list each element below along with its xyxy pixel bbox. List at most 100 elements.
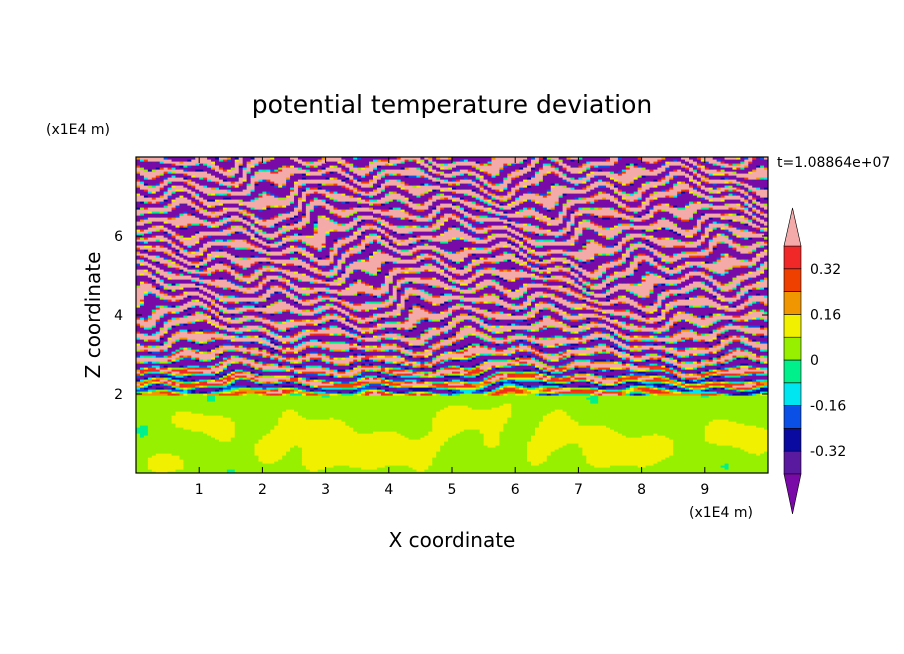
heatmap-cell bbox=[566, 355, 572, 358]
heatmap-cell bbox=[459, 373, 465, 376]
plot-area bbox=[136, 157, 768, 473]
heatmap-cell bbox=[574, 381, 587, 384]
heatmap-cell bbox=[542, 383, 564, 386]
heatmap-cell bbox=[136, 453, 157, 456]
heatmap-cell bbox=[463, 347, 469, 350]
heatmap-cell bbox=[175, 305, 181, 308]
heatmap-cell bbox=[724, 289, 730, 292]
heatmap-cell bbox=[531, 437, 670, 440]
heatmap-cell bbox=[294, 361, 299, 364]
heatmap-cell bbox=[681, 337, 686, 340]
heatmap-cell bbox=[483, 343, 497, 346]
heatmap-cell bbox=[511, 319, 516, 322]
heatmap-cell bbox=[625, 385, 631, 388]
heatmap-cell bbox=[578, 347, 583, 350]
heatmap-cell bbox=[756, 381, 761, 384]
heatmap-cell bbox=[669, 311, 678, 314]
heatmap-cell bbox=[388, 373, 394, 376]
heatmap-cell bbox=[732, 381, 741, 384]
heatmap-cell bbox=[673, 327, 682, 330]
heatmap-cell bbox=[313, 323, 319, 326]
heatmap-cell bbox=[681, 367, 686, 370]
heatmap-cell bbox=[143, 367, 149, 370]
heatmap-cell bbox=[274, 311, 279, 314]
heatmap-cell bbox=[357, 329, 374, 332]
heatmap-cell bbox=[606, 387, 615, 390]
heatmap-cell bbox=[384, 379, 390, 382]
heatmap-cell bbox=[661, 369, 666, 372]
heatmap-cell bbox=[412, 391, 418, 394]
heatmap-cell bbox=[546, 373, 552, 376]
heatmap-cell bbox=[333, 363, 339, 366]
heatmap-cell bbox=[728, 305, 734, 308]
heatmap-cell bbox=[147, 365, 153, 368]
heatmap-cell bbox=[625, 379, 639, 382]
heatmap-cell bbox=[617, 379, 623, 382]
heatmap-cell bbox=[598, 387, 607, 390]
heatmap-cell bbox=[376, 363, 394, 366]
heatmap-cell bbox=[408, 317, 421, 320]
heatmap-cell bbox=[752, 317, 757, 320]
heatmap-cell bbox=[740, 291, 745, 294]
heatmap-cell bbox=[720, 375, 726, 378]
heatmap-cell bbox=[266, 333, 275, 336]
heatmap-cell bbox=[459, 349, 465, 352]
heatmap-cell bbox=[136, 357, 177, 360]
heatmap-cell bbox=[215, 377, 220, 380]
heatmap-cell bbox=[147, 295, 157, 298]
heatmap-cell bbox=[621, 335, 631, 338]
heatmap-cell bbox=[183, 287, 196, 290]
heatmap-cell bbox=[499, 305, 504, 308]
heatmap-cell bbox=[432, 427, 504, 430]
heatmap-cell bbox=[187, 367, 196, 370]
heatmap-cell bbox=[534, 357, 540, 360]
heatmap-cell bbox=[471, 313, 481, 316]
heatmap-cell bbox=[139, 379, 145, 382]
heatmap-cell bbox=[566, 361, 572, 364]
heatmap-cell bbox=[748, 349, 757, 352]
heatmap-cell bbox=[681, 319, 686, 322]
heatmap-cell bbox=[211, 377, 216, 380]
heatmap-cell bbox=[432, 425, 504, 428]
heatmap-cell bbox=[396, 327, 402, 330]
heatmap-cell bbox=[428, 301, 433, 304]
heatmap-cell bbox=[171, 327, 220, 330]
heatmap-cell bbox=[349, 381, 354, 384]
heatmap-cell bbox=[305, 385, 311, 388]
heatmap-cell bbox=[365, 377, 370, 380]
heatmap-cell bbox=[191, 387, 196, 390]
heatmap-cell bbox=[155, 307, 161, 310]
heatmap-cell bbox=[645, 315, 658, 318]
heatmap-cell bbox=[534, 313, 560, 316]
heatmap-cell bbox=[345, 323, 354, 326]
heatmap-cell bbox=[716, 335, 722, 338]
heatmap-cell bbox=[736, 349, 741, 352]
heatmap-cell bbox=[234, 349, 240, 352]
heatmap-cell bbox=[408, 353, 429, 356]
heatmap-cell bbox=[187, 371, 200, 374]
heatmap-cell bbox=[290, 365, 295, 368]
heatmap-cell bbox=[519, 349, 524, 352]
heatmap-cell bbox=[736, 365, 741, 368]
heatmap-cell bbox=[369, 293, 374, 296]
heatmap-cell bbox=[515, 351, 520, 354]
heatmap-cell bbox=[349, 305, 386, 308]
heatmap-cell bbox=[562, 323, 568, 326]
heatmap-cell bbox=[689, 337, 694, 340]
heatmap-cell bbox=[692, 321, 714, 324]
heatmap-cell bbox=[550, 337, 556, 340]
heatmap-cell bbox=[333, 379, 354, 382]
heatmap-cell bbox=[732, 385, 753, 388]
heatmap-cell bbox=[692, 287, 698, 290]
heatmap-cell bbox=[396, 351, 402, 354]
heatmap-cell bbox=[736, 287, 741, 290]
heatmap-cell bbox=[712, 329, 718, 332]
heatmap-cell bbox=[621, 301, 627, 304]
heatmap-cell bbox=[681, 375, 702, 378]
heatmap-cell bbox=[752, 339, 757, 342]
heatmap-cell bbox=[187, 345, 216, 348]
heatmap-cell bbox=[266, 393, 271, 396]
heatmap-cell bbox=[238, 327, 263, 330]
heatmap-cell bbox=[558, 315, 564, 318]
heatmap-cell bbox=[147, 461, 184, 464]
